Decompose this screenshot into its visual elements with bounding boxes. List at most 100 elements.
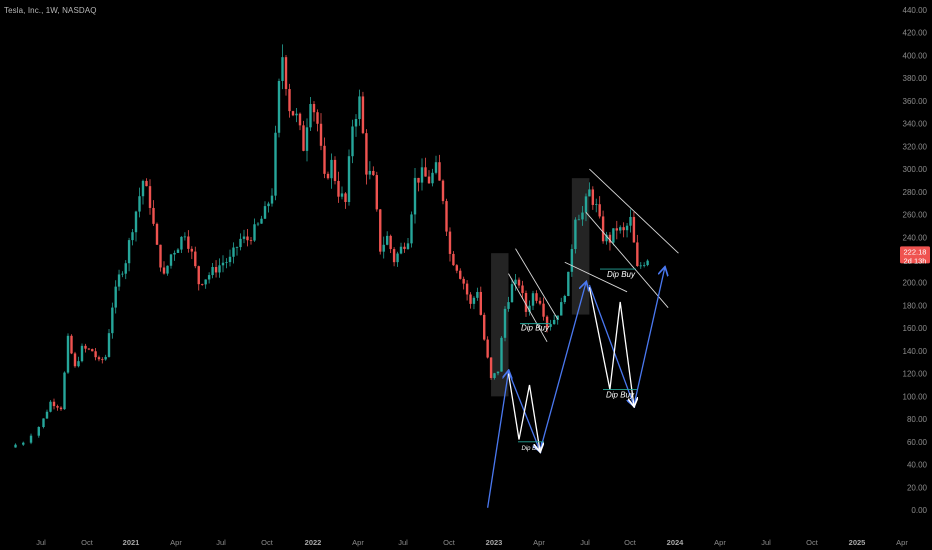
candle-body [260,218,263,224]
candle [399,242,403,255]
candle-body [503,308,507,338]
candle [284,54,288,96]
candle-body [514,279,517,285]
candle-body [625,225,629,231]
candle-body [124,263,127,274]
candle [166,265,169,276]
candle [333,156,337,185]
candle [574,217,577,254]
candle [595,198,598,213]
candle-body [281,57,284,81]
candle [104,354,107,361]
candle-body [155,223,159,245]
candle-body [406,243,410,249]
candle-body [486,339,489,358]
candle-body [114,286,117,308]
candle [134,210,138,242]
candle-body [441,180,445,202]
candle-body [636,242,639,266]
candle [256,222,260,227]
candle [316,109,319,132]
candle [337,171,340,203]
candle-body [204,279,207,285]
candle-body [567,271,570,296]
candle-body [588,189,591,197]
candle [612,228,615,246]
x-tick-label: 2025 [849,538,866,547]
candle-body [410,214,413,244]
candle [228,249,232,267]
candle-body [131,232,134,241]
candle [417,177,420,192]
candle [80,343,84,363]
candle [642,262,646,268]
candle-body [94,351,97,358]
candle-body [218,265,221,273]
candle-body [424,167,427,177]
candle [204,279,207,289]
candle [625,223,629,238]
candle-body [87,348,91,350]
candle-body [469,294,472,304]
candle-body [538,300,542,304]
candle-body [101,359,104,361]
y-tick-label: 200.00 [903,279,928,288]
channel-line [508,273,548,343]
candle-body [14,444,17,448]
candle [605,231,608,245]
candle-body [372,170,375,176]
candle [531,290,535,310]
candle-body [148,186,152,208]
x-tick-label: Oct [261,538,274,547]
candle [535,290,538,304]
candle-body [459,270,462,279]
candle [239,233,242,251]
candle [619,225,622,234]
annotations: Dip Buy Dip Buy Dip Buy Dip Buy [486,168,679,508]
candle-body [73,353,77,367]
candle-body [622,227,625,231]
candle-body [507,302,510,309]
candle [431,168,434,187]
bar-countdown: 2d 13h [904,256,927,265]
candle [503,306,507,342]
candle [459,268,462,280]
candle-body [493,373,496,378]
x-tick-label: Jul [216,538,226,547]
candle-body [242,236,246,239]
candle [111,302,114,339]
candle [319,113,323,151]
candle [73,351,77,368]
candle [246,228,249,247]
x-axis: Jul Oct 2021 Apr Jul Oct 2022 Apr Jul Oct 2023 Apr J… [36,538,908,547]
candle [121,271,124,278]
candle-body [111,307,114,334]
candle [183,232,187,241]
candle-body [302,125,305,151]
projection-blue-arrow [539,283,586,452]
candle-body [629,216,632,226]
candle [507,296,510,312]
channel-line [515,248,559,320]
candle-body [52,401,56,407]
projection-white-path [507,373,541,451]
candle [70,334,73,355]
candle [94,347,97,361]
candle-body [326,173,330,179]
candle-body [187,236,190,249]
candle-body [549,324,552,327]
projection-blue-arrow [633,268,665,406]
candle-body [288,89,291,112]
y-tick-label: 80.00 [907,415,928,424]
candle-body [396,253,399,263]
candle-body [351,126,354,157]
candle-body [601,216,605,242]
candle [267,201,270,213]
candle-body [608,234,612,243]
candle-body [574,219,577,250]
candle [598,196,601,219]
projection-blue-arrow [588,284,634,405]
candle [309,97,312,131]
